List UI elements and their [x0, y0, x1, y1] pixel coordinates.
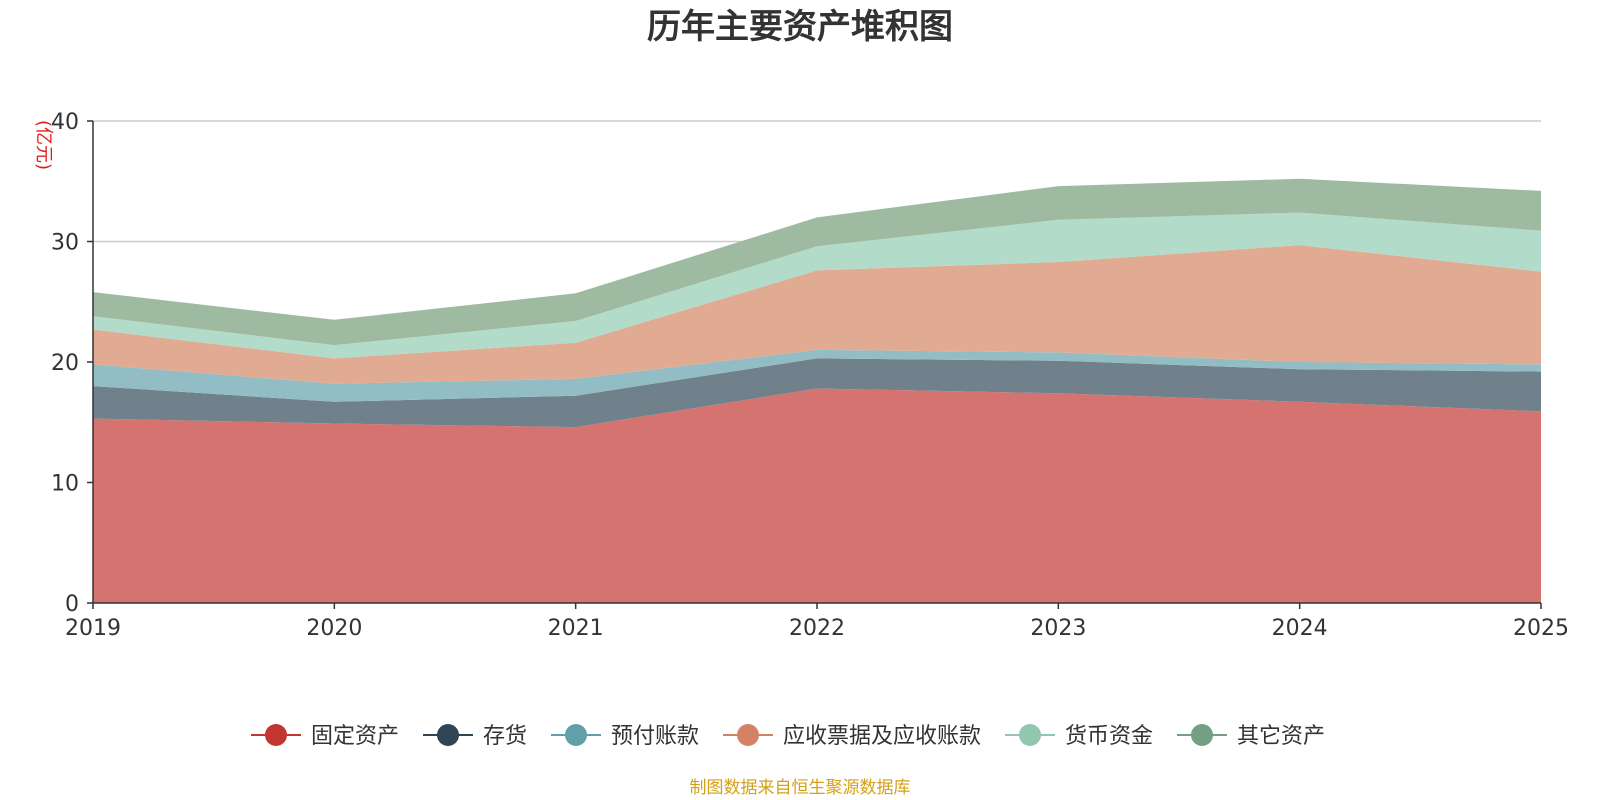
legend-label-0: 固定资产	[311, 724, 399, 749]
legend-label-2: 预付账款	[611, 724, 699, 749]
legend-marker-0	[265, 724, 287, 746]
legend-item-0[interactable]: 固定资产	[251, 724, 399, 749]
x-tick-label-6: 2025	[1513, 616, 1569, 641]
legend-item-2[interactable]: 预付账款	[551, 724, 699, 749]
area-series-0	[93, 388, 1541, 603]
area-series-layer	[93, 178, 1541, 603]
legend-label-4: 货币资金	[1065, 724, 1153, 749]
y-tick-label-4: 40	[51, 110, 79, 135]
area-series-1	[93, 358, 1541, 428]
legend-item-4[interactable]: 货币资金	[1005, 724, 1153, 749]
legend-item-1[interactable]: 存货	[423, 724, 527, 749]
legend-item-5[interactable]: 其它资产	[1177, 724, 1325, 749]
x-tick-label-4: 2023	[1030, 616, 1086, 641]
legend-label-3: 应收票据及应收账款	[783, 724, 981, 749]
legend-label-5: 其它资产	[1237, 724, 1325, 749]
y-tick-label-1: 10	[51, 472, 79, 497]
x-tick-label-5: 2024	[1272, 616, 1328, 641]
legend-marker-5	[1191, 724, 1213, 746]
legend-marker-3	[737, 724, 759, 746]
area-series-4	[93, 212, 1541, 359]
x-tick-label-2: 2021	[548, 616, 604, 641]
y-axis-unit-label: (亿元)	[33, 120, 54, 170]
legend-marker-1	[437, 724, 459, 746]
y-tick-label-0: 0	[65, 592, 79, 617]
legend-label-1: 存货	[483, 724, 527, 749]
x-tick-label-1: 2020	[306, 616, 362, 641]
area-series-3	[93, 245, 1541, 384]
area-series-2	[93, 349, 1541, 402]
legend: 固定资产 存货 预付账款 应收票据及应收账款 货币资金 其它资产	[251, 724, 1325, 749]
legend-marker-4	[1019, 724, 1041, 746]
y-tick-label-3: 30	[51, 231, 79, 256]
legend-item-3[interactable]: 应收票据及应收账款	[723, 724, 981, 749]
axes: 0 10 20 30 40 2019 2020 2021 2022 2023 2024 2025	[51, 110, 1569, 641]
source-note: 制图数据来自恒生聚源数据库	[690, 778, 911, 798]
x-tick-label-3: 2022	[789, 616, 845, 641]
x-tick-label-0: 2019	[65, 616, 121, 641]
chart-title: 历年主要资产堆积图	[647, 7, 953, 47]
y-tick-label-2: 20	[51, 351, 79, 376]
legend-marker-2	[565, 724, 587, 746]
area-series-5	[93, 178, 1541, 346]
